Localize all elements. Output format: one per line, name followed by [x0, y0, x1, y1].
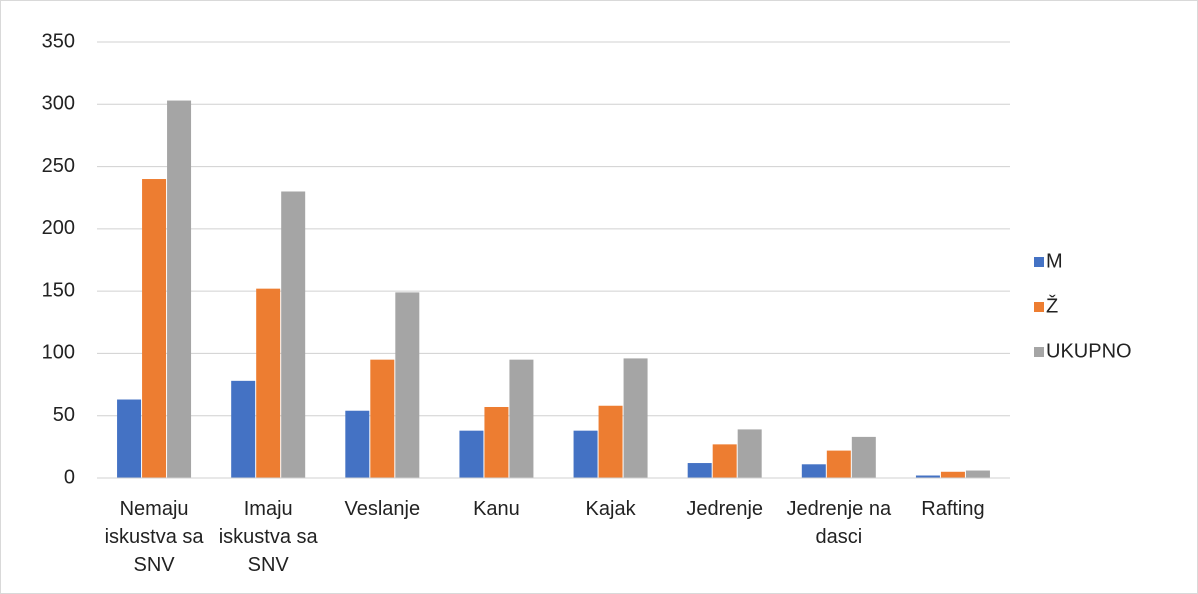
bar: [484, 406, 509, 478]
legend-label: M: [1046, 250, 1063, 272]
bar: [345, 410, 370, 478]
x-tick-label: Nemaju iskustva sa SNV: [105, 498, 205, 576]
legend-label: UKUPNO: [1046, 340, 1132, 362]
y-tick-label: 350: [42, 30, 75, 52]
x-tick-label: Veslanje: [345, 498, 421, 520]
x-tick-label: Rafting: [921, 498, 984, 520]
y-tick-label: 250: [42, 155, 75, 177]
bar: [395, 292, 420, 478]
bar: [801, 464, 826, 478]
y-tick-label: 0: [64, 466, 75, 488]
bar: [117, 399, 142, 478]
legend-swatch: [1034, 302, 1044, 312]
bar: [598, 405, 623, 478]
bar: [940, 471, 965, 478]
bar: [687, 463, 712, 478]
legend-label: Ž: [1046, 294, 1058, 317]
bar: [370, 359, 395, 478]
y-tick-label: 100: [42, 342, 75, 364]
bar: [509, 359, 534, 478]
x-tick-label: Jedrenje: [686, 498, 763, 520]
bar: [712, 444, 737, 478]
bar: [965, 470, 990, 478]
bar: [915, 475, 940, 478]
bar: [459, 430, 484, 478]
y-tick-label: 200: [42, 217, 75, 239]
bar: [256, 288, 281, 478]
legend-swatch: [1034, 347, 1044, 357]
y-tick-label: 300: [42, 93, 75, 115]
x-tick-label: Kajak: [586, 498, 637, 520]
bar: [281, 191, 306, 478]
y-tick-label: 50: [53, 404, 75, 426]
bar: [142, 179, 167, 478]
bar: [231, 380, 256, 478]
bar: [167, 100, 192, 478]
bar: [737, 429, 762, 478]
bar: [826, 450, 851, 478]
legend-swatch: [1034, 257, 1044, 267]
bar: [623, 358, 648, 478]
bar: [851, 436, 876, 478]
x-tick-label: Imaju iskustva sa SNV: [219, 498, 319, 576]
x-tick-label: Kanu: [473, 498, 520, 520]
y-tick-label: 150: [42, 279, 75, 301]
x-tick-label: Jedrenje na dasci: [787, 498, 892, 548]
bar: [573, 430, 598, 478]
